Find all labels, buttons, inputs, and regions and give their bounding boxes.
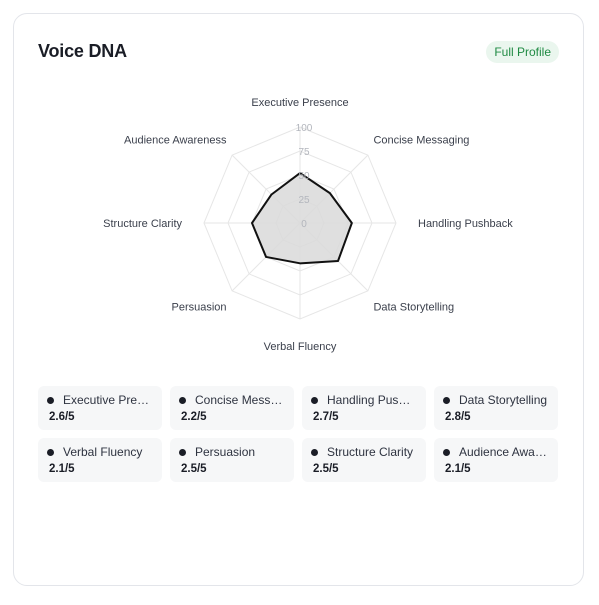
bullet-dot — [311, 397, 318, 404]
score-value: 2.1/5 — [49, 463, 75, 475]
data-area — [251, 172, 353, 265]
score-value: 2.6/5 — [49, 411, 75, 423]
score-value: 2.5/5 — [181, 463, 207, 475]
axis-label: Executive Presence — [251, 97, 348, 109]
score-value: 2.2/5 — [181, 411, 207, 423]
radar-chart: 0 25 50 75 100 Executive Presence Concise Mess… — [103, 97, 513, 353]
score-card: Verbal Fluency 2.1/5 — [38, 438, 162, 482]
axis-label: Persuasion — [172, 301, 227, 313]
bullet-dot — [179, 397, 186, 404]
card-title: Voice DNA — [38, 41, 127, 61]
scale-tick-label: 75 — [298, 147, 310, 158]
scale-tick-label: 25 — [298, 195, 310, 206]
score-card: Handling Pushb... 2.7/5 — [302, 386, 426, 430]
score-card: Executive Prese... 2.6/5 — [38, 386, 162, 430]
scale-tick-label: 100 — [296, 123, 313, 134]
score-name: Concise Messa... — [195, 393, 284, 407]
bullet-dot — [179, 449, 186, 456]
axis-label: Handling Pushback — [418, 218, 513, 230]
axis-label: Verbal Fluency — [264, 341, 337, 353]
score-name: Persuasion — [195, 445, 256, 459]
score-name: Verbal Fluency — [63, 445, 143, 459]
bullet-dot — [443, 397, 450, 404]
score-card: Audience Awar... 2.1/5 — [434, 438, 558, 482]
score-card: Structure Clarity 2.5/5 — [302, 438, 426, 482]
scale-tick-label: 50 — [298, 171, 310, 182]
score-card: Persuasion 2.5/5 — [170, 438, 294, 482]
axis-label: Structure Clarity — [103, 218, 182, 230]
score-name: Handling Pushb... — [327, 393, 416, 407]
bullet-dot — [311, 449, 318, 456]
score-value: 2.8/5 — [445, 411, 471, 423]
score-name: Data Storytelling — [459, 393, 548, 407]
voice-dna-card: Voice DNA Full Profile 0 25 50 75 100 Executi… — [13, 13, 584, 586]
score-value: 2.5/5 — [313, 463, 339, 475]
score-value: 2.7/5 — [313, 411, 339, 423]
score-name: Executive Prese... — [63, 393, 152, 407]
score-name: Structure Clarity — [327, 445, 414, 459]
score-value: 2.1/5 — [445, 463, 471, 475]
score-grid: Executive Prese... 2.6/5 Concise Messa..… — [38, 386, 560, 482]
bullet-dot — [443, 449, 450, 456]
axis-label: Audience Awareness — [124, 135, 227, 147]
full-profile-badge[interactable]: Full Profile — [486, 41, 559, 63]
score-name: Audience Awar... — [459, 445, 548, 459]
axis-label: Concise Messaging — [373, 135, 469, 147]
bullet-dot — [47, 397, 54, 404]
axis-label: Data Storytelling — [373, 301, 454, 313]
bullet-dot — [47, 449, 54, 456]
scale-tick-label: 0 — [301, 219, 307, 230]
score-card: Data Storytelling 2.8/5 — [434, 386, 558, 430]
score-card: Concise Messa... 2.2/5 — [170, 386, 294, 430]
